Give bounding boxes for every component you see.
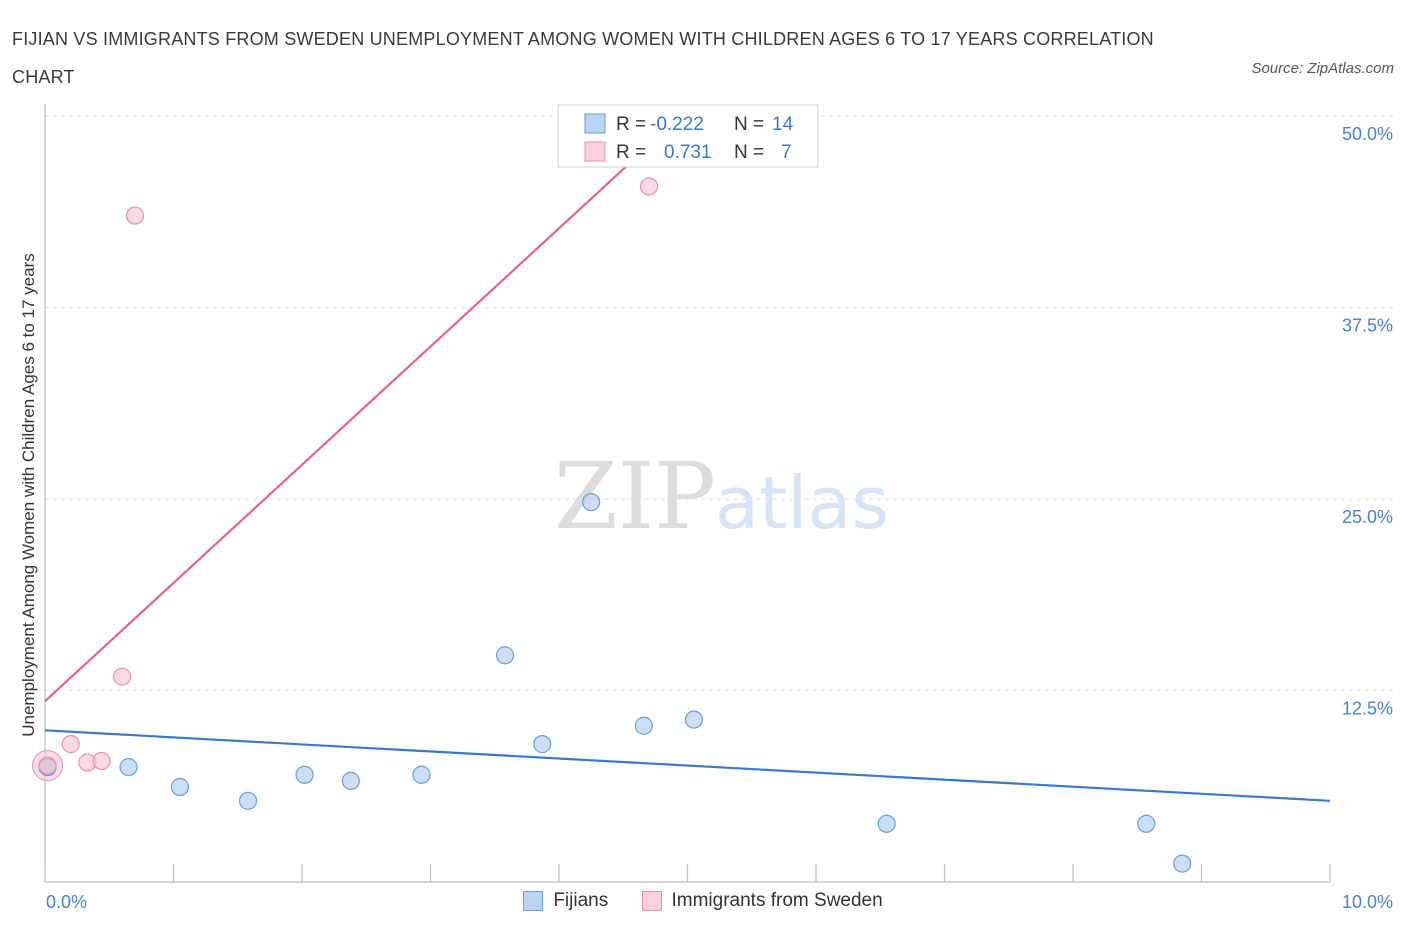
- legend-item-sweden: Immigrants from Sweden: [641, 890, 883, 912]
- y-tick-labels: 12.5% 25.0% 37.5% 50.0%: [1342, 124, 1393, 719]
- legend-swatch-fijians: [584, 113, 606, 134]
- point-sweden: [639, 177, 659, 196]
- y-tick-label: 25.0%: [1342, 507, 1393, 527]
- point-fijians: [170, 777, 190, 797]
- legend-n-label-2: N =: [734, 142, 764, 163]
- point-sweden: [61, 735, 80, 754]
- watermark-zip: ZIP: [554, 443, 716, 550]
- legend-swatch-pink: [641, 891, 662, 911]
- x-ticks: [44, 864, 1331, 882]
- legend-label-sweden: Immigrants from Sweden: [671, 890, 883, 911]
- watermark: ZIP atlas: [554, 443, 889, 550]
- point-fijians: [533, 735, 552, 754]
- legend-swatch-sweden: [584, 141, 606, 162]
- x-tick-label-min: 0.0%: [46, 892, 87, 912]
- legend-n-label-1: N =: [734, 114, 764, 135]
- legend-r-value-fijians: -0.222: [650, 114, 704, 135]
- y-tick-label: 12.5%: [1342, 699, 1393, 719]
- point-fijians: [1173, 854, 1192, 873]
- point-fijians: [634, 716, 653, 735]
- point-fijians: [495, 646, 515, 665]
- point-fijians: [295, 765, 314, 784]
- watermark-atlas: atlas: [715, 461, 889, 545]
- chart-title: FIJIAN VS IMMIGRANTS FROM SWEDEN UNEMPLO…: [12, 29, 1154, 87]
- legend-n-value-sweden: 7: [781, 142, 792, 163]
- legend-label-fijians: Fijians: [553, 890, 609, 911]
- legend-item-fijians: Fijians: [523, 890, 608, 912]
- trend-line-fijians: [44, 729, 1331, 802]
- y-tick-label: 50.0%: [1342, 124, 1393, 144]
- data-points: [32, 177, 1192, 873]
- point-sweden: [112, 667, 132, 686]
- point-sweden: [125, 206, 145, 225]
- trend-line-sweden: [44, 115, 682, 703]
- correlation-legend: R = -0.222 N = 14 R = 0.731 N = 7: [557, 104, 819, 168]
- legend-swatch-blue: [523, 891, 544, 911]
- grid-lines: [45, 115, 1395, 691]
- point-fijians: [412, 765, 431, 784]
- legend-r-label-2: R =: [616, 142, 646, 163]
- x-tick-labels: 0.0% 10.0%: [46, 892, 1393, 912]
- point-fijians: [684, 710, 704, 729]
- point-sweden: [92, 751, 111, 771]
- legend-n-value-fijians: 14: [772, 114, 794, 135]
- point-sweden: [38, 756, 57, 775]
- legend-r-value-sweden: 0.731: [664, 142, 712, 163]
- trend-lines: [44, 115, 1331, 802]
- point-fijians: [582, 492, 601, 512]
- point-fijians: [1137, 814, 1156, 833]
- series-legend: Fijians Immigrants from Sweden: [0, 890, 1406, 917]
- legend-r-label-1: R =: [616, 114, 646, 135]
- point-fijians: [119, 757, 138, 777]
- y-tick-label: 37.5%: [1342, 316, 1393, 336]
- point-fijians: [877, 814, 896, 833]
- point-fijians: [341, 771, 360, 790]
- point-fijians: [238, 791, 258, 810]
- source-label: Source: ZipAtlas.com: [1251, 60, 1394, 77]
- x-tick-label-max: 10.0%: [1342, 892, 1393, 912]
